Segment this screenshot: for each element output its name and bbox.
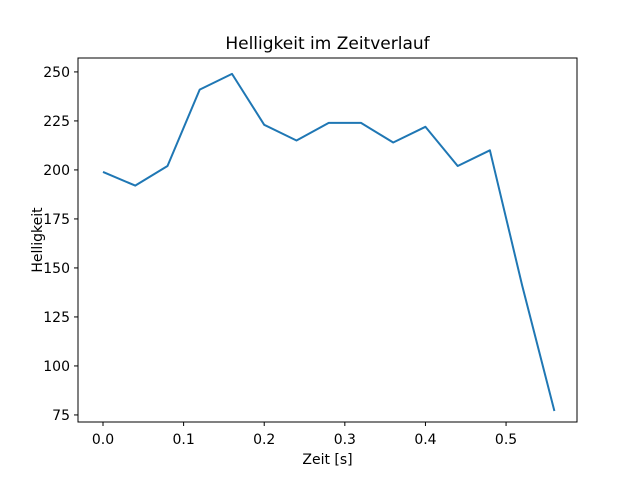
x-tick-label: 0.4 bbox=[414, 432, 436, 448]
plot-frame bbox=[77, 57, 578, 423]
y-tick-label: 150 bbox=[43, 261, 70, 277]
series-line bbox=[102, 72, 556, 412]
y-axis-ticks: 75 100 125 150 175 200 225 250 bbox=[43, 65, 78, 424]
chart-title: Helligkeit im Zeitverlauf bbox=[225, 34, 430, 54]
x-tick-label: 0.5 bbox=[495, 432, 517, 448]
x-tick-label: 0.3 bbox=[334, 432, 356, 448]
x-axis-label: Zeit [s] bbox=[302, 452, 352, 468]
y-tick-label: 125 bbox=[43, 310, 70, 326]
y-tick-label: 250 bbox=[43, 65, 70, 81]
series-group bbox=[102, 72, 556, 412]
x-tick-label: 0.0 bbox=[92, 432, 114, 448]
x-tick-label: 0.2 bbox=[253, 432, 275, 448]
x-tick-label: 0.1 bbox=[172, 432, 194, 448]
x-axis-ticks: 0.0 0.1 0.2 0.3 0.4 0.5 bbox=[92, 422, 517, 448]
y-tick-label: 200 bbox=[43, 163, 70, 179]
y-tick-label: 225 bbox=[43, 114, 70, 130]
y-tick-label: 100 bbox=[43, 359, 70, 375]
y-tick-label: 75 bbox=[52, 408, 70, 424]
y-tick-label: 175 bbox=[43, 212, 70, 228]
y-axis-label: Helligkeit bbox=[30, 207, 46, 273]
